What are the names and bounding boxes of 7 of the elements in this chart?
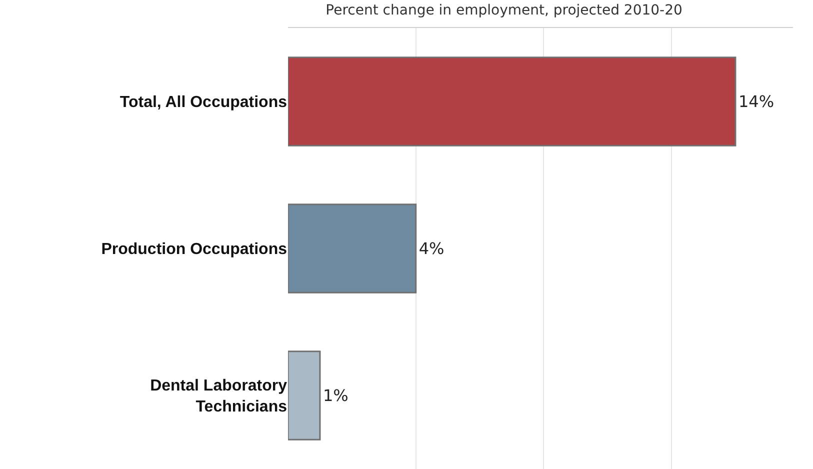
y-tick-label: Dental Laboratory Technicians	[150, 378, 288, 416]
data-label: 14%	[738, 92, 774, 111]
y-tick-label: Production Occupations	[101, 241, 288, 258]
data-label: 4%	[418, 239, 444, 258]
y-tick-label: Total, All Occupations	[120, 94, 288, 112]
data-label: 1%	[322, 386, 348, 405]
chart-title: Percent change in employment, projected 2010-20	[326, 2, 682, 18]
